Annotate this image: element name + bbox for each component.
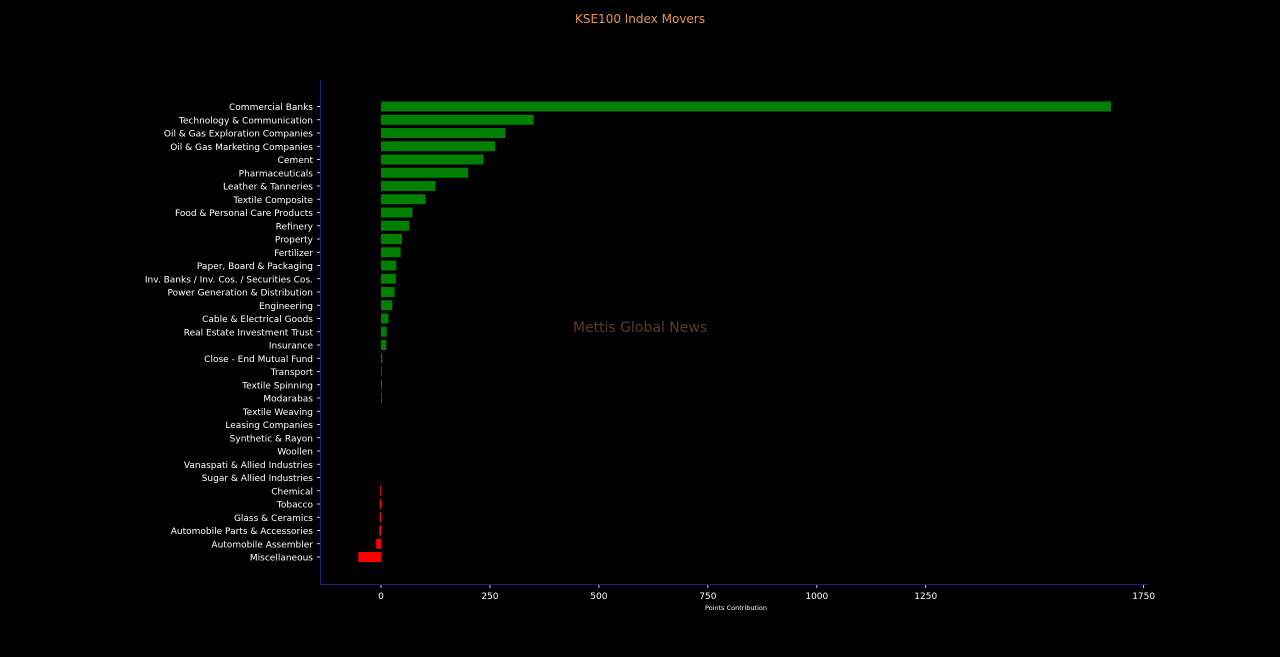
x-tick-label: 750 xyxy=(699,592,716,602)
category-label: Automobile Assembler xyxy=(211,540,313,550)
x-axis-label: Points Contribution xyxy=(705,604,767,612)
x-tick-label: 500 xyxy=(590,592,607,602)
x-tick-label: 1750 xyxy=(1132,592,1155,602)
bar xyxy=(381,393,382,403)
x-tick-label: 250 xyxy=(481,592,498,602)
bar xyxy=(381,167,469,178)
category-label: Food & Personal Care Products xyxy=(175,209,313,219)
category-label: Textile Composite xyxy=(232,196,313,206)
category-label: Close - End Mutual Fund xyxy=(204,355,313,365)
bar xyxy=(381,260,397,271)
category-label: Tobacco xyxy=(276,501,314,511)
category-label: Sugar & Allied Industries xyxy=(202,474,314,484)
bar xyxy=(381,326,387,337)
bar xyxy=(381,379,382,390)
category-label: Oil & Gas Exploration Companies xyxy=(164,130,313,140)
category-label: Textile Weaving xyxy=(242,408,313,418)
watermark: Mettis Global News xyxy=(573,320,707,336)
bar xyxy=(381,194,426,205)
category-label: Chemical xyxy=(271,487,313,497)
category-label: Paper, Board & Packaging xyxy=(197,262,313,272)
category-label: Leasing Companies xyxy=(225,421,313,431)
category-label: Inv. Banks / Inv. Cos. / Securities Cos. xyxy=(145,275,313,285)
bar xyxy=(381,234,402,244)
category-label: Cement xyxy=(278,156,314,166)
bar xyxy=(381,287,395,297)
bar xyxy=(381,366,382,377)
bar xyxy=(376,538,382,549)
bar xyxy=(381,114,534,125)
bar xyxy=(381,273,396,284)
bar xyxy=(381,353,383,364)
bar xyxy=(381,300,393,311)
bar xyxy=(379,525,382,536)
chart-title: KSE100 Index Movers xyxy=(575,12,705,26)
bar xyxy=(381,128,506,138)
category-label: Fertilizer xyxy=(274,249,313,259)
category-label: Modarabas xyxy=(263,395,313,405)
x-tick-label: 1000 xyxy=(805,592,828,602)
category-label: Transport xyxy=(270,368,314,378)
category-label: Glass & Ceramics xyxy=(234,514,313,524)
category-label: Automobile Parts & Accessories xyxy=(171,527,314,537)
category-label: Technology & Communication xyxy=(178,116,313,126)
x-tick-label: 0 xyxy=(378,592,384,602)
category-label: Cable & Electrical Goods xyxy=(202,315,313,325)
bar xyxy=(379,499,382,509)
bar xyxy=(381,101,1111,112)
category-label: Commercial Banks xyxy=(229,103,313,113)
bars-group xyxy=(358,101,1111,562)
category-label: Power Generation & Distribution xyxy=(167,289,313,299)
x-ticks: 0 250 500 750 1000 1250 1750 xyxy=(378,585,1155,602)
bar xyxy=(381,154,484,165)
bar xyxy=(379,512,382,523)
category-label: Leather & Tanneries xyxy=(223,183,313,193)
category-label: Refinery xyxy=(276,222,314,232)
bar xyxy=(358,552,382,562)
bar xyxy=(381,181,436,191)
bar xyxy=(381,220,410,231)
category-label: Property xyxy=(275,236,314,246)
category-label: Synthetic & Rayon xyxy=(230,434,313,444)
x-tick-label: 1250 xyxy=(914,592,937,602)
category-label: Insurance xyxy=(269,342,314,352)
category-labels: Commercial Banks Technology & Communicati… xyxy=(145,103,320,564)
bar xyxy=(381,340,387,350)
category-label: Engineering xyxy=(259,302,313,312)
category-label: Real Estate Investment Trust xyxy=(184,328,314,338)
category-label: Woollen xyxy=(277,448,313,458)
category-label: Oil & Gas Marketing Companies xyxy=(170,143,313,153)
bar xyxy=(381,207,413,218)
category-label: Miscellaneous xyxy=(250,554,313,564)
category-label: Textile Spinning xyxy=(241,381,313,391)
category-label: Vanaspati & Allied Industries xyxy=(184,461,313,471)
bar xyxy=(381,313,389,324)
bar xyxy=(381,141,496,152)
bar xyxy=(380,485,382,496)
bar xyxy=(381,247,401,258)
category-label: Pharmaceuticals xyxy=(239,169,314,179)
